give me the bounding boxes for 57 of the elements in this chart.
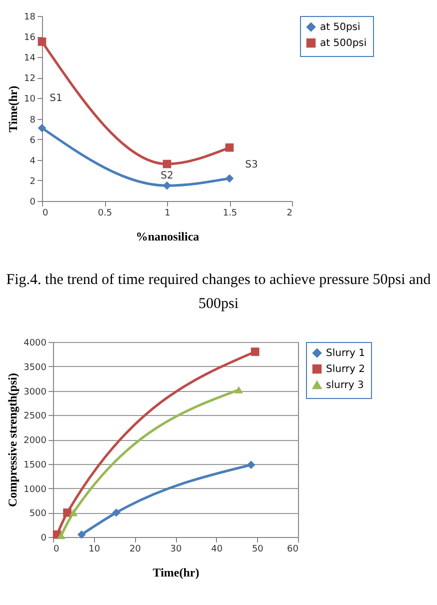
point bbox=[77, 530, 86, 539]
y-tick-label: 10 bbox=[24, 94, 36, 105]
y-tick-label: 14 bbox=[24, 54, 36, 64]
y-tick-label: 1500 bbox=[24, 460, 47, 470]
caption: Fig.4. the trend of time required changes to achieve pressure 50psi and 500psi bbox=[5, 271, 432, 314]
y-tick-label: 8 bbox=[30, 115, 36, 126]
point bbox=[225, 174, 234, 183]
x-axis-title: Time(hr) bbox=[152, 566, 200, 580]
x-tick-label: 30 bbox=[170, 544, 182, 554]
annotation: S2 bbox=[160, 170, 174, 182]
point bbox=[38, 38, 46, 46]
y-axis-title: Compressive strength(psi) bbox=[6, 373, 20, 507]
legend-label: slurry 3 bbox=[326, 380, 364, 391]
x-tick-label: 1.5 bbox=[222, 208, 238, 218]
point bbox=[162, 181, 172, 190]
y-tick-label: 500 bbox=[29, 509, 47, 520]
point bbox=[56, 532, 66, 540]
x-tick-label: 2 bbox=[286, 208, 292, 218]
legend-label: at 50psi bbox=[320, 22, 360, 33]
point bbox=[162, 160, 172, 168]
point bbox=[112, 508, 120, 517]
point bbox=[63, 508, 72, 517]
point bbox=[69, 509, 78, 516]
x-tick-label: 10 bbox=[88, 544, 100, 554]
point bbox=[38, 124, 46, 132]
legend-label: Slurry 2 bbox=[326, 364, 365, 375]
point bbox=[234, 386, 243, 394]
y-tick-label: 2000 bbox=[24, 436, 47, 446]
y-tick-label: 12 bbox=[24, 74, 36, 84]
y-tick-label: 2500 bbox=[24, 412, 47, 422]
point bbox=[225, 143, 234, 152]
y-tick-label: 0 bbox=[30, 198, 36, 208]
y-axis-title: Time(hr) bbox=[6, 86, 20, 132]
point bbox=[250, 348, 260, 356]
point bbox=[246, 460, 256, 470]
x-tick-label: 20 bbox=[129, 544, 142, 554]
y-tick-label: 18 bbox=[24, 12, 36, 22]
x-tick-label: 40 bbox=[211, 544, 223, 554]
annotation: S3 bbox=[245, 159, 258, 170]
y-tick-label: 6 bbox=[30, 136, 36, 146]
y-tick-label: 16 bbox=[24, 33, 36, 44]
x-tick-label: 0.5 bbox=[98, 208, 112, 218]
y-tick-label: 1000 bbox=[24, 484, 47, 495]
legend-label: at 500psi bbox=[320, 38, 367, 49]
y-tick-label: 4000 bbox=[24, 338, 47, 348]
legend-label: Slurry 1 bbox=[326, 348, 365, 359]
x-tick-label: 50 bbox=[252, 544, 264, 554]
y-tick-label: 2 bbox=[30, 176, 36, 187]
x-tick-label: 1 bbox=[164, 208, 170, 218]
y-tick-label: 3000 bbox=[24, 387, 47, 398]
y-tick-label: 4 bbox=[30, 156, 36, 166]
annotation: S1 bbox=[50, 93, 62, 104]
x-tick-label: 60 bbox=[287, 544, 299, 554]
y-tick-label: 0 bbox=[40, 534, 47, 544]
y-tick-label: 3500 bbox=[24, 362, 47, 373]
x-axis-title: %nanosilica bbox=[136, 230, 200, 244]
x-tick-label: 0 bbox=[54, 544, 60, 554]
